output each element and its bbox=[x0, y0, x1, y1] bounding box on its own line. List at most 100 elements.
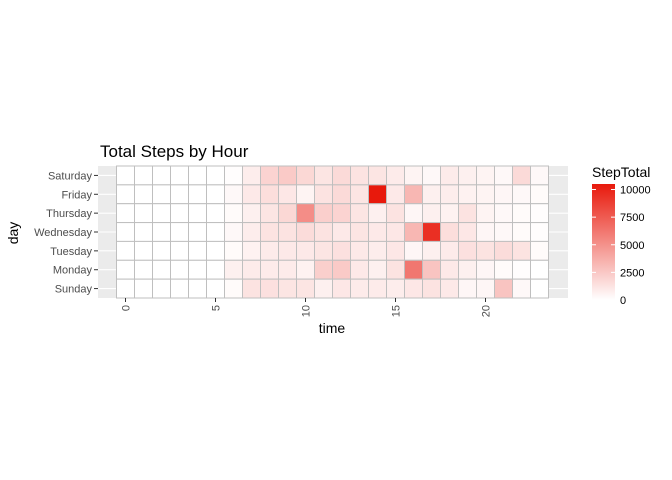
heatmap-cell bbox=[314, 203, 333, 224]
heatmap-cell bbox=[386, 278, 405, 299]
heatmap-cell bbox=[350, 184, 369, 205]
heatmap-cell bbox=[170, 240, 189, 261]
heatmap-cell bbox=[422, 222, 441, 242]
heatmap-cell bbox=[206, 165, 225, 186]
y-tick-label: Monday bbox=[53, 265, 93, 277]
heatmap-cell bbox=[530, 278, 549, 299]
heatmap-cell bbox=[404, 222, 423, 242]
y-tick-label: Tuesday bbox=[50, 246, 92, 258]
heatmap-cell bbox=[332, 259, 351, 280]
heatmap-cell bbox=[278, 184, 297, 205]
heatmap-cell bbox=[422, 259, 441, 280]
heatmap-cell bbox=[476, 184, 495, 205]
heatmap-cell bbox=[116, 240, 135, 261]
color-legend: StepTotal 0 2500 5000 7500 10000 bbox=[592, 164, 651, 307]
heatmap-cell bbox=[332, 165, 351, 186]
heatmap-cell bbox=[332, 278, 351, 299]
legend-tick-label: 7500 bbox=[620, 212, 644, 224]
heatmap-cell bbox=[296, 184, 315, 205]
heatmap-cell bbox=[404, 259, 423, 280]
heatmap-cell bbox=[422, 165, 441, 186]
heatmap-cell bbox=[188, 259, 207, 280]
heatmap-cell bbox=[296, 259, 315, 280]
heatmap-cell bbox=[116, 278, 135, 299]
heatmap-cell bbox=[152, 184, 171, 205]
x-tick-label: 0 bbox=[121, 305, 133, 311]
axes: Saturday Friday Thursday Wednesday Tuesday Mo… bbox=[34, 170, 492, 317]
heatmap-cell bbox=[530, 165, 549, 186]
heatmap-cell bbox=[530, 240, 549, 261]
heatmap-cell bbox=[188, 184, 207, 205]
heatmap-cell bbox=[422, 203, 441, 224]
heatmap-cell bbox=[242, 203, 261, 224]
heatmap-cell bbox=[314, 165, 333, 186]
heatmap-cell bbox=[134, 222, 153, 242]
heatmap-cell bbox=[440, 203, 459, 224]
heatmap-cell bbox=[386, 259, 405, 280]
heatmap-cell bbox=[242, 222, 261, 242]
heatmap-cell bbox=[188, 203, 207, 224]
heatmap-cell bbox=[242, 259, 261, 280]
heatmap-cell bbox=[458, 203, 477, 224]
heatmap-cell bbox=[458, 278, 477, 299]
heatmap-cell bbox=[350, 278, 369, 299]
heatmap-cell bbox=[224, 278, 243, 299]
heatmap-cell bbox=[458, 240, 477, 261]
heatmap-cell bbox=[170, 184, 189, 205]
heatmap-cell bbox=[530, 184, 549, 205]
heatmap-cell bbox=[530, 222, 549, 242]
heatmap-cell bbox=[116, 259, 135, 280]
x-tick-label: 10 bbox=[301, 305, 313, 317]
heatmap-tiles bbox=[116, 165, 549, 299]
heatmap-cell bbox=[278, 259, 297, 280]
heatmap-cell bbox=[260, 203, 279, 224]
heatmap-cell bbox=[350, 203, 369, 224]
heatmap-cell bbox=[134, 240, 153, 261]
heatmap-cell bbox=[188, 222, 207, 242]
heatmap-cell bbox=[278, 222, 297, 242]
heatmap-cell bbox=[134, 259, 153, 280]
heatmap-cell bbox=[242, 184, 261, 205]
heatmap-cell bbox=[368, 222, 387, 242]
heatmap-cell bbox=[152, 165, 171, 186]
heatmap-cell bbox=[494, 203, 513, 224]
heatmap-cell bbox=[404, 184, 423, 205]
x-tick-label: 5 bbox=[211, 305, 223, 311]
heatmap-cell bbox=[170, 259, 189, 280]
heatmap-cell bbox=[512, 222, 531, 242]
heatmap-cell bbox=[224, 259, 243, 280]
heatmap-cell bbox=[260, 259, 279, 280]
heatmap-cell bbox=[350, 240, 369, 261]
legend-tick-label: 2500 bbox=[620, 267, 644, 279]
heatmap-cell bbox=[512, 203, 531, 224]
y-tick-label: Sunday bbox=[55, 284, 93, 296]
heatmap-cell bbox=[422, 240, 441, 261]
heatmap-cell bbox=[494, 278, 513, 299]
heatmap-cell bbox=[386, 240, 405, 261]
heatmap-cell bbox=[314, 184, 333, 205]
heatmap-cell bbox=[386, 184, 405, 205]
heatmap-cell bbox=[260, 184, 279, 205]
x-axis-title: time bbox=[319, 320, 346, 336]
heatmap-cell bbox=[476, 165, 495, 186]
heatmap-cell bbox=[404, 203, 423, 224]
y-axis-title: day bbox=[5, 222, 21, 245]
heatmap-cell bbox=[422, 278, 441, 299]
heatmap-cell bbox=[404, 278, 423, 299]
heatmap-cell bbox=[206, 222, 225, 242]
heatmap-cell bbox=[296, 278, 315, 299]
heatmap-cell bbox=[476, 240, 495, 261]
heatmap-cell bbox=[350, 165, 369, 186]
heatmap-cell bbox=[260, 165, 279, 186]
heatmap-cell bbox=[458, 222, 477, 242]
heatmap-cell bbox=[224, 165, 243, 186]
heatmap-cell bbox=[440, 222, 459, 242]
heatmap-cell bbox=[530, 259, 549, 280]
x-tick-label: 15 bbox=[391, 305, 403, 317]
heatmap-cell bbox=[170, 165, 189, 186]
heatmap-cell bbox=[440, 278, 459, 299]
x-tick-label: 20 bbox=[481, 305, 493, 317]
heatmap-cell bbox=[296, 222, 315, 242]
heatmap-cell bbox=[368, 240, 387, 261]
heatmap-cell bbox=[386, 203, 405, 224]
